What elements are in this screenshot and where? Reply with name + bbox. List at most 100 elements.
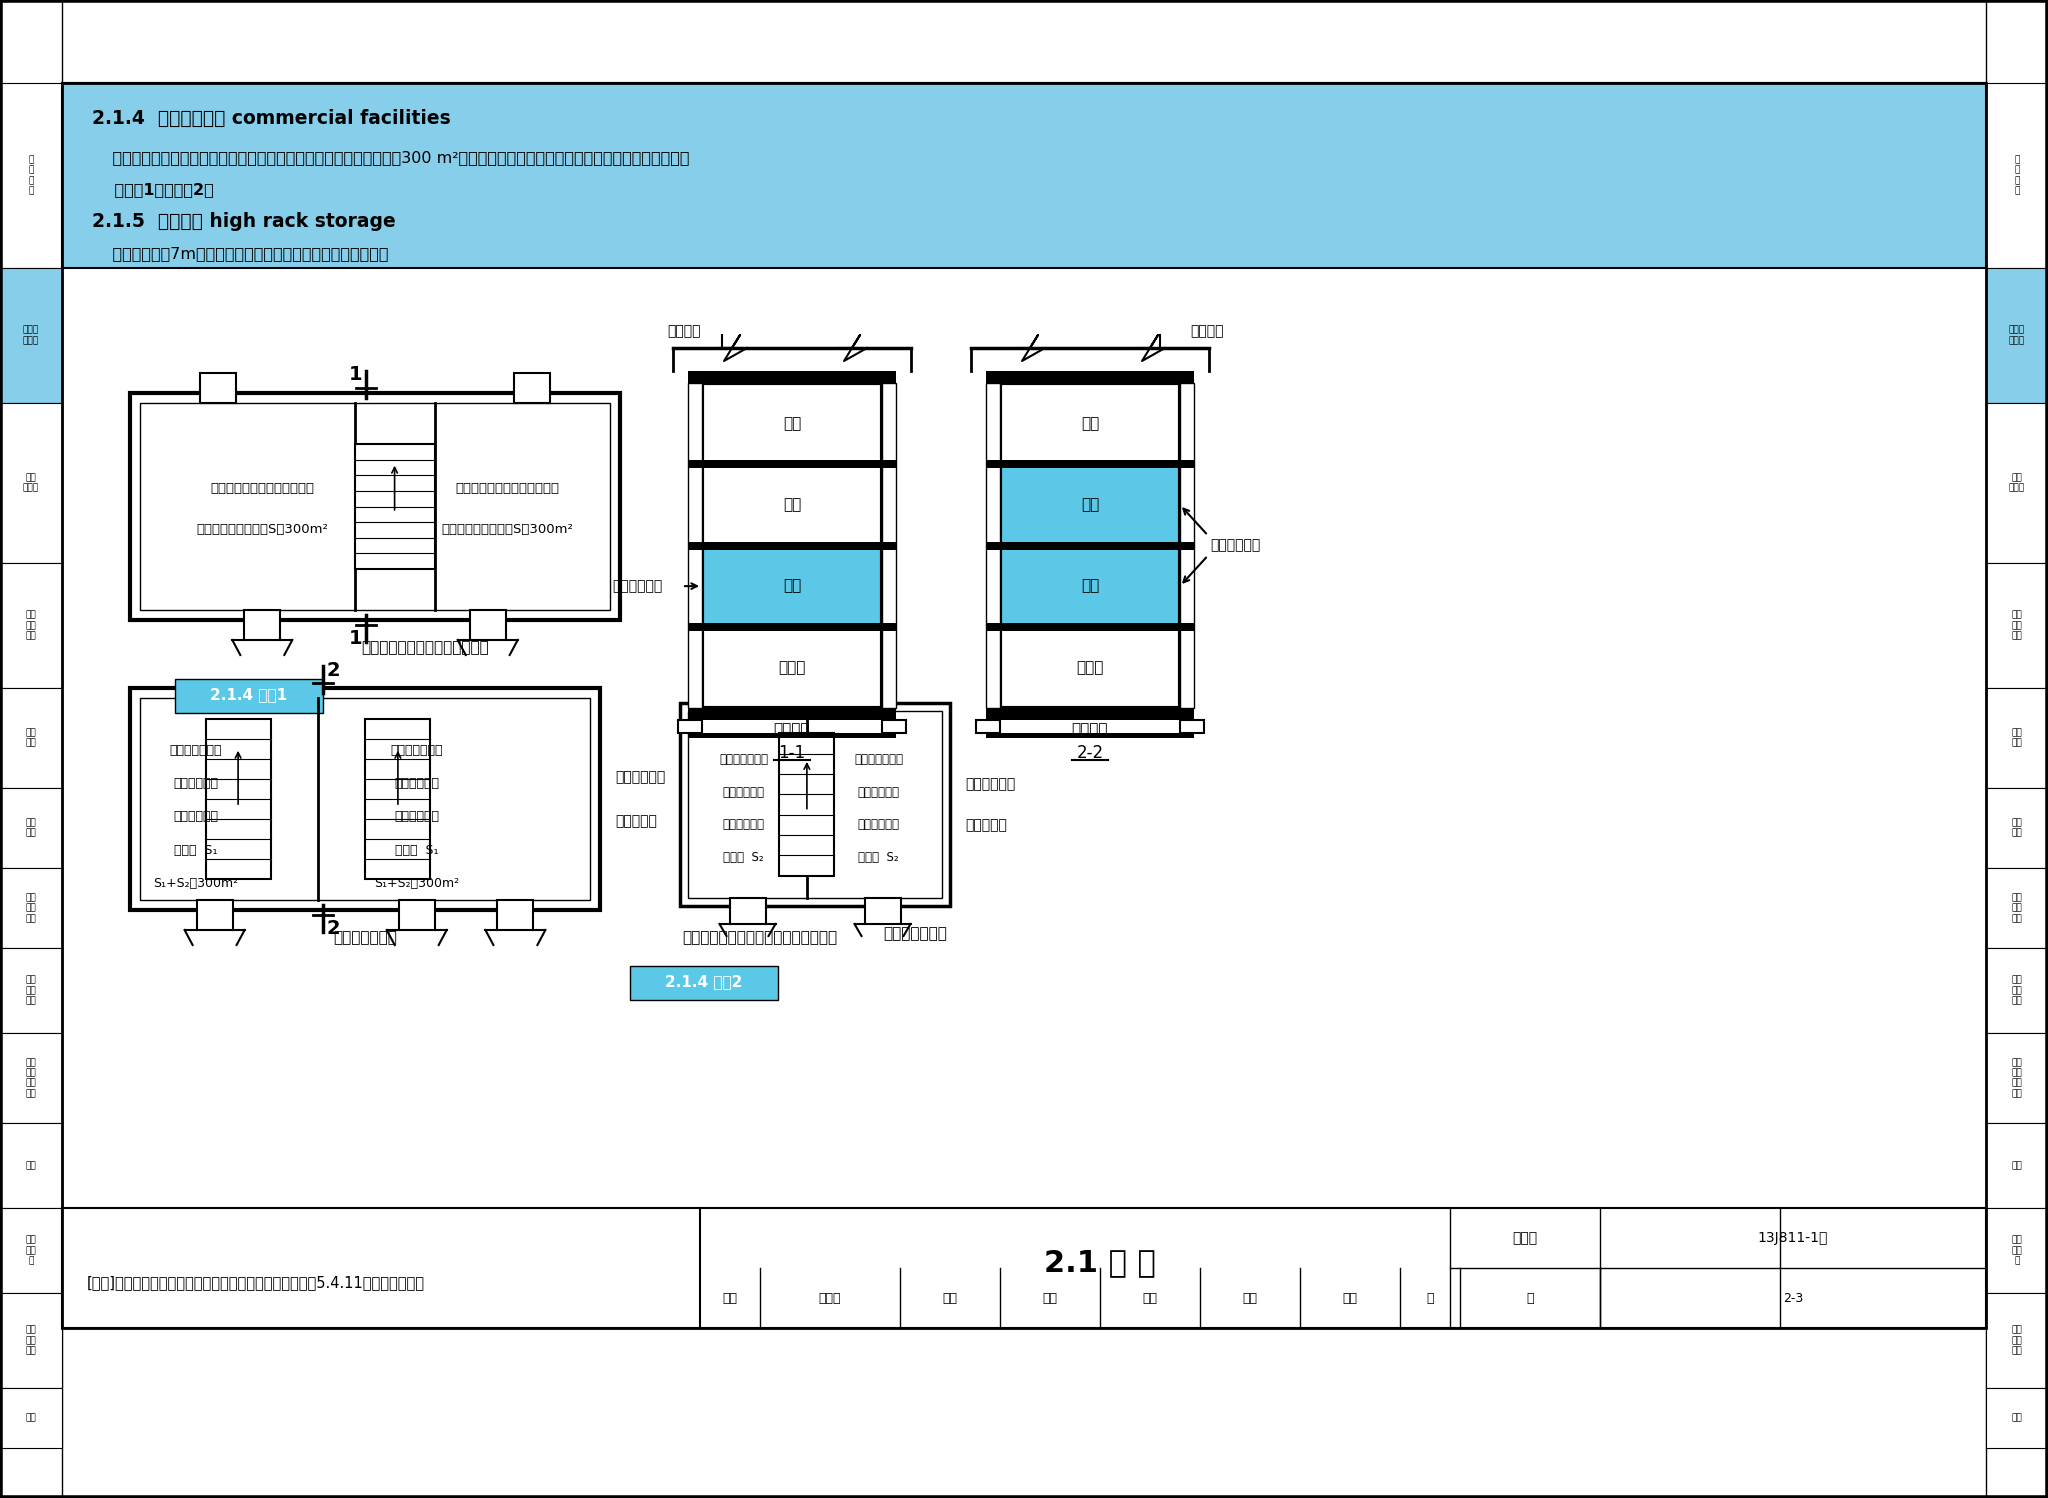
Text: 厂房
和仓库: 厂房 和仓库	[23, 473, 39, 493]
Text: 甲乙
丙类
液体: 甲乙 丙类 液体	[27, 611, 37, 641]
Bar	[688, 709, 897, 721]
Text: 厂房
和仓库: 厂房 和仓库	[2009, 473, 2025, 493]
Text: 店等小型营业: 店等小型营业	[393, 810, 438, 824]
Bar	[688, 464, 702, 545]
Bar	[702, 383, 883, 709]
Text: 2.1 术 语: 2.1 术 语	[1044, 1248, 1155, 1278]
Text: 性用房  S₁: 性用房 S₁	[174, 843, 217, 857]
Bar	[354, 443, 434, 569]
Bar	[197, 900, 233, 930]
Bar	[702, 383, 883, 464]
Text: 地下室: 地下室	[1077, 661, 1104, 676]
Text: 商店、邮政所、: 商店、邮政所、	[854, 753, 903, 767]
Bar	[0, 948, 61, 1034]
Bar	[0, 1293, 61, 1389]
Bar	[883, 464, 897, 545]
Text: 2: 2	[326, 918, 340, 938]
Text: 供暖
和空
气调
风节: 供暖 和空 气调 风节	[27, 1058, 37, 1098]
Text: 店等小型营业: 店等小型营业	[858, 818, 899, 831]
Bar	[688, 383, 702, 464]
Text: 民用
建筑: 民用 建筑	[27, 728, 37, 748]
Bar	[780, 734, 834, 875]
Text: 总木符
则语号: 总木符 则语号	[2009, 325, 2025, 345]
Bar	[0, 1124, 61, 1207]
Text: 或住宅建筑: 或住宅建筑	[965, 818, 1008, 831]
Text: 或住宅建筑: 或住宅建筑	[614, 815, 657, 828]
Bar	[999, 383, 1180, 464]
Text: 2: 2	[326, 661, 340, 680]
Bar	[985, 460, 1194, 469]
Bar	[0, 563, 61, 688]
Text: S₁+S₂＜300m²: S₁+S₂＜300m²	[375, 876, 459, 890]
Text: 首层及二层为商业服务网点的住宅建筑: 首层及二层为商业服务网点的住宅建筑	[682, 930, 838, 945]
Bar	[0, 1034, 61, 1124]
Bar	[0, 1207, 61, 1293]
Bar	[688, 712, 942, 897]
Bar	[129, 688, 600, 909]
Text: 消防
的设
施置: 消防 的设 施置	[2011, 975, 2021, 1005]
Text: 性用房  S₁: 性用房 S₁	[395, 843, 438, 857]
Bar	[1987, 403, 2048, 563]
Text: 商店、邮政所、储蓄所、理发: 商店、邮政所、储蓄所、理发	[455, 482, 559, 494]
Bar	[999, 383, 1180, 709]
Bar	[883, 721, 905, 733]
Text: 张嘉: 张嘉	[1042, 1291, 1057, 1305]
Text: 首层: 首层	[1081, 578, 1100, 593]
Text: 二层平面示意图: 二层平面示意图	[883, 926, 946, 942]
Text: 木结
构建
筑: 木结 构建 筑	[27, 1236, 37, 1266]
Bar	[688, 460, 897, 469]
Bar	[678, 721, 702, 733]
Text: 居住部分: 居住部分	[668, 324, 700, 339]
Bar	[139, 698, 590, 900]
Bar	[680, 703, 950, 906]
Bar	[61, 82, 1987, 1329]
Bar	[0, 268, 61, 403]
Bar	[985, 733, 1194, 739]
Text: 编
制
说
明: 编 制 说 明	[29, 156, 33, 196]
Bar	[1987, 563, 2048, 688]
Bar	[985, 383, 999, 464]
Text: 灭火
设施
救援: 灭火 设施 救援	[2011, 893, 2021, 923]
Text: 页: 页	[1526, 1291, 1534, 1305]
Bar	[1987, 0, 2048, 1498]
Text: 1: 1	[348, 366, 362, 385]
Bar	[999, 464, 1180, 545]
Text: 二层: 二层	[782, 497, 801, 512]
Bar	[61, 82, 1987, 268]
Bar	[1180, 464, 1194, 545]
Text: 城市
交通
隧道: 城市 交通 隧道	[27, 1326, 37, 1356]
Bar	[1180, 383, 1194, 464]
Text: 签: 签	[1425, 1291, 1434, 1305]
Bar	[985, 626, 999, 709]
Bar	[702, 464, 883, 545]
Text: 店等小型营业: 店等小型营业	[174, 810, 219, 824]
Bar	[883, 383, 897, 464]
Text: 2.1.5  高架仓库 high rack storage: 2.1.5 高架仓库 high rack storage	[92, 213, 395, 231]
Bar	[985, 545, 999, 626]
Text: 地下室: 地下室	[778, 661, 805, 676]
Text: 货架高度大于7m且采用机械化操作或自动化控制的货架仓库。: 货架高度大于7m且采用机械化操作或自动化控制的货架仓库。	[92, 246, 389, 261]
Bar	[1987, 867, 2048, 948]
Bar	[469, 610, 506, 640]
Bar	[1987, 1389, 2048, 1449]
Bar	[985, 464, 999, 545]
Text: 商业服务网点: 商业服务网点	[1210, 538, 1260, 553]
Text: 消防
的设
施置: 消防 的设 施置	[27, 975, 37, 1005]
Bar	[631, 966, 778, 1001]
Text: 【图示1】【图示2】: 【图示1】【图示2】	[92, 183, 213, 198]
Text: 供暖
和空
气调
风节: 供暖 和空 气调 风节	[2011, 1058, 2021, 1098]
Text: 商业服务网点: 商业服务网点	[612, 580, 662, 593]
Bar	[702, 545, 883, 626]
Text: 首层为商业服务网点的住宅建筑: 首层为商业服务网点的住宅建筑	[360, 641, 489, 656]
Text: 商店、邮政所、: 商店、邮政所、	[170, 743, 221, 756]
Text: 1-1: 1-1	[778, 745, 805, 762]
Bar	[1987, 688, 2048, 788]
Bar	[61, 1207, 1987, 1329]
Bar	[514, 373, 549, 403]
Text: 总木符
则语号: 总木符 则语号	[23, 325, 39, 345]
Bar	[985, 372, 1194, 383]
Bar	[244, 610, 281, 640]
Text: S₁+S₂＜300m²: S₁+S₂＜300m²	[154, 876, 238, 890]
Text: 2.1.4 图示2: 2.1.4 图示2	[666, 975, 743, 990]
Text: 民用
建筑: 民用 建筑	[2011, 728, 2021, 748]
